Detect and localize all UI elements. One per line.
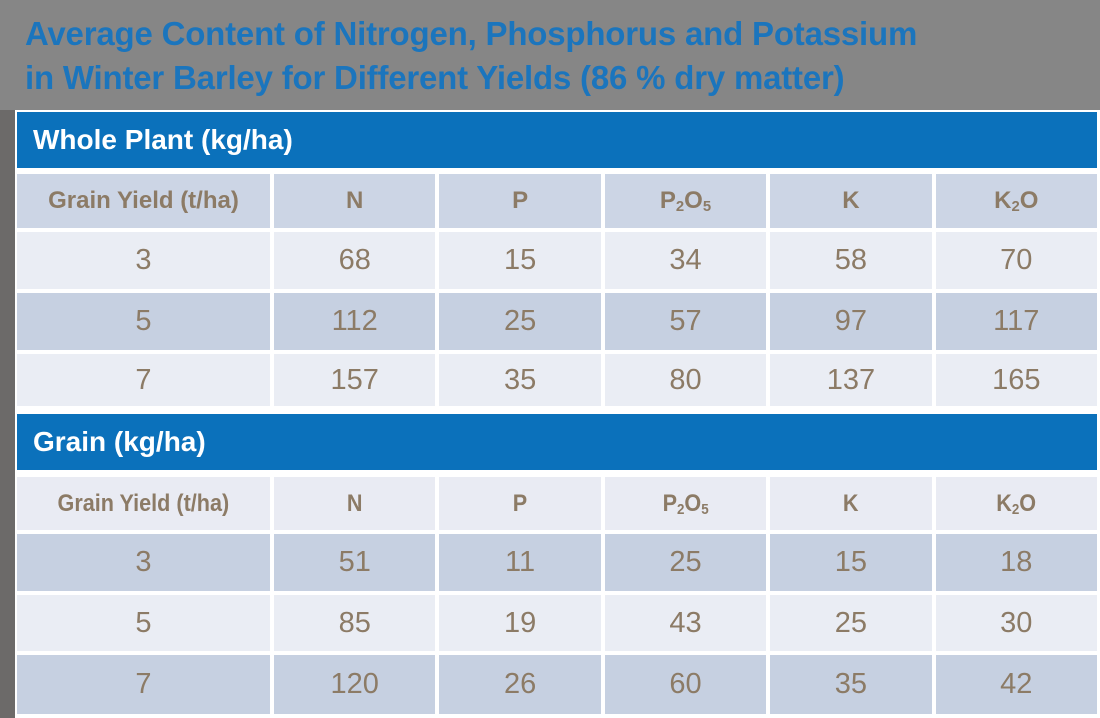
table-cell: 35 — [439, 354, 601, 406]
table-cell: 7 — [17, 354, 270, 406]
table-cell: 30 — [935, 595, 1097, 651]
table-cell: 51 — [274, 534, 436, 591]
table-row: 3 51 11 25 15 18 — [17, 534, 1097, 591]
table-cell: 3 — [17, 534, 270, 591]
section-title: Grain (kg/ha) — [33, 426, 206, 457]
table-row: 7 120 26 60 35 42 — [17, 655, 1097, 714]
table-shadow — [0, 110, 15, 718]
column-header-row: Grain Yield (t/ha) N P P2O5 K K2O — [17, 174, 1097, 228]
table-row: 5 112 25 57 97 117 — [17, 293, 1097, 350]
table-cell: 57 — [604, 293, 767, 350]
table-cell: 117 — [935, 293, 1097, 350]
table-cell: 19 — [439, 595, 601, 651]
table-cell: 15 — [770, 534, 932, 591]
table-cell: 68 — [274, 232, 436, 289]
column-header: K2O — [935, 174, 1097, 228]
table-cell: 120 — [274, 655, 436, 714]
table-cell: 97 — [770, 293, 932, 350]
table-cell: 157 — [274, 354, 436, 406]
table-cell: 7 — [17, 655, 270, 714]
table-row: 5 85 19 43 25 30 — [17, 595, 1097, 651]
table-cell: 25 — [770, 595, 932, 651]
column-header: N — [274, 174, 436, 228]
table-cell: 165 — [935, 354, 1097, 406]
column-header: K2O — [935, 477, 1097, 530]
page-title: Average Content of Nitrogen, Phosphorus … — [25, 12, 1075, 100]
table-cell: 25 — [439, 293, 601, 350]
column-header: Grain Yield (t/ha) — [17, 174, 270, 228]
table-cell: 60 — [604, 655, 767, 714]
column-header: K — [770, 174, 932, 228]
section-title: Whole Plant (kg/ha) — [33, 124, 293, 155]
column-header: N — [274, 477, 436, 530]
table-cell: 112 — [274, 293, 436, 350]
column-header: K — [770, 477, 932, 530]
page-title-line-2: in Winter Barley for Different Yields (8… — [25, 59, 845, 96]
page-title-line-1: Average Content of Nitrogen, Phosphorus … — [25, 15, 918, 52]
column-header: Grain Yield (t/ha) — [17, 477, 270, 530]
table-cell: 26 — [439, 655, 601, 714]
table-cell: 58 — [770, 232, 932, 289]
section-band-whole-plant: Whole Plant (kg/ha) — [17, 112, 1097, 168]
table-cell: 5 — [17, 293, 270, 350]
table-cell: 42 — [935, 655, 1097, 714]
table-cell: 34 — [604, 232, 767, 289]
nutrient-tables: Whole Plant (kg/ha) Grain Yield (t/ha) N P… — [15, 110, 1100, 718]
column-header: P — [439, 477, 601, 530]
table-cell: 43 — [604, 595, 767, 651]
table-cell: 80 — [604, 354, 767, 406]
table-cell: 25 — [604, 534, 767, 591]
table-row: 3 68 15 34 58 70 — [17, 232, 1097, 289]
table-cell: 70 — [935, 232, 1097, 289]
table-cell: 35 — [770, 655, 932, 714]
table-cell: 15 — [439, 232, 601, 289]
table-cell: 11 — [439, 534, 601, 591]
table-cell: 3 — [17, 232, 270, 289]
column-header-row: Grain Yield (t/ha) N P P2O5 K K2O — [17, 477, 1097, 530]
table-cell: 85 — [274, 595, 436, 651]
column-header: P2O5 — [604, 174, 767, 228]
table-cell: 137 — [770, 354, 932, 406]
section-band-grain: Grain (kg/ha) — [17, 414, 1097, 470]
table-cell: 18 — [935, 534, 1097, 591]
table-cell: 5 — [17, 595, 270, 651]
table-row: 7 157 35 80 137 165 — [17, 354, 1097, 406]
column-header: P — [439, 174, 601, 228]
column-header: P2O5 — [604, 477, 767, 530]
